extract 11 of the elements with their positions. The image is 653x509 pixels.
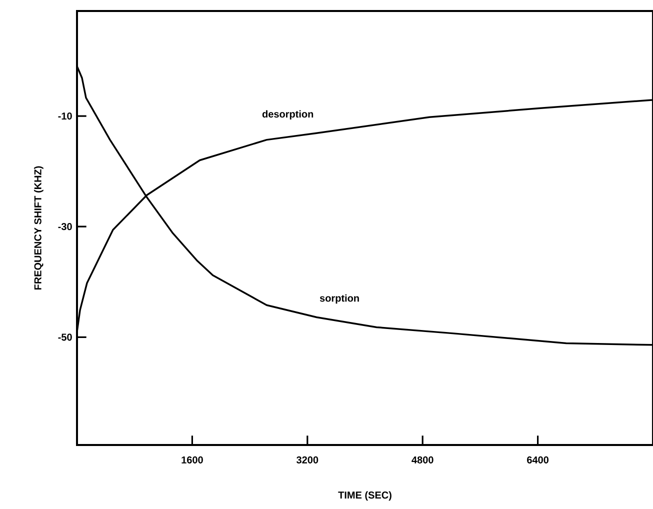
- series-label: sorption: [320, 294, 359, 304]
- series-label: desorption: [262, 110, 314, 120]
- x-tick-label: 1600: [182, 456, 203, 464]
- y-axis-title: FREQUENCY SHIFT (KHZ): [34, 166, 44, 290]
- y-tick-label: -30: [58, 223, 72, 230]
- x-tick-label: 4800: [412, 456, 434, 464]
- x-tick-label: 6400: [527, 456, 548, 464]
- y-tick-label: -50: [58, 334, 72, 341]
- y-tick-label: -10: [58, 112, 72, 120]
- x-axis-title: TIME (SEC): [338, 491, 392, 501]
- x-tick-label: 3200: [296, 456, 318, 464]
